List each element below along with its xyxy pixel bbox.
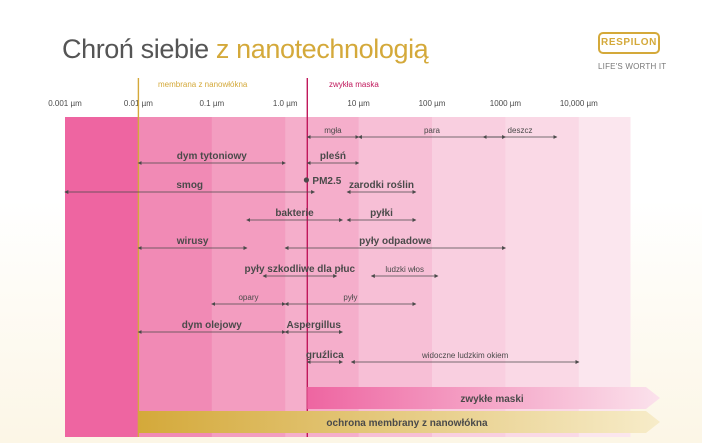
particle-label: deszcz <box>508 126 533 135</box>
particle-label: ludzki włos <box>385 265 424 274</box>
pm25-label: PM2.5 <box>312 176 341 187</box>
size-band <box>65 117 139 437</box>
logo-tagline: LIFE'S WORTH IT <box>598 62 667 71</box>
protection-label: zwykłe maski <box>460 394 524 405</box>
axis-tick-label: 1000 µm <box>490 99 522 108</box>
particle-label: dym tytoniowy <box>177 151 247 162</box>
axis-tick-label: 1.0 µm <box>273 99 298 108</box>
particle-label: pleśń <box>320 151 346 162</box>
particle-label: gruźlica <box>306 350 344 361</box>
particle-label: Aspergillus <box>287 320 342 331</box>
title-main: Chroń siebie <box>62 34 209 64</box>
logo-brand: RESPILON <box>598 32 660 54</box>
size-band <box>432 117 506 437</box>
axis-tick-label: 0.1 µm <box>199 99 224 108</box>
title-highlight: z nanotechnologią <box>215 34 429 64</box>
membrane-marker-label: membrana z nanowłókna <box>158 80 248 89</box>
particle-label: bakterie <box>275 208 314 219</box>
particle-label: pyły odpadowe <box>359 236 432 247</box>
size-band <box>138 117 213 437</box>
axis-tick-label: 0.001 µm <box>48 99 82 108</box>
mask-marker-label: zwykła maska <box>329 80 379 89</box>
axis-tick-label: 10 µm <box>347 99 370 108</box>
particle-label: widoczne ludzkim okiem <box>421 351 509 360</box>
axis-tick-label: 100 µm <box>419 99 446 108</box>
size-band <box>578 117 631 437</box>
particle-label: opary <box>238 293 258 302</box>
particle-label: pyłki <box>370 208 393 219</box>
particle-label: mgła <box>324 126 342 135</box>
particle-label: pyły szkodliwe dla płuc <box>245 264 356 275</box>
particle-label: dym olejowy <box>182 320 242 331</box>
protection-label: ochrona membrany z nanowłókna <box>326 418 488 429</box>
size-band <box>211 117 286 437</box>
axis-tick-label: 10,000 µm <box>560 99 598 108</box>
page-title: Chroń siebie z nanotechnologią <box>62 34 429 65</box>
particle-label: pyły <box>343 293 357 302</box>
particle-label: wirusy <box>176 236 209 247</box>
membrane-protection-arrow <box>138 411 660 433</box>
particle-label: zarodki roślin <box>349 180 414 191</box>
size-band <box>505 117 580 437</box>
particle-label: smog <box>176 180 203 191</box>
regular-mask-protection-arrow <box>307 387 660 409</box>
particle-label: para <box>424 126 441 135</box>
respilon-logo: RESPILON LIFE'S WORTH IT <box>598 28 667 78</box>
pm25-dot <box>303 177 310 183</box>
